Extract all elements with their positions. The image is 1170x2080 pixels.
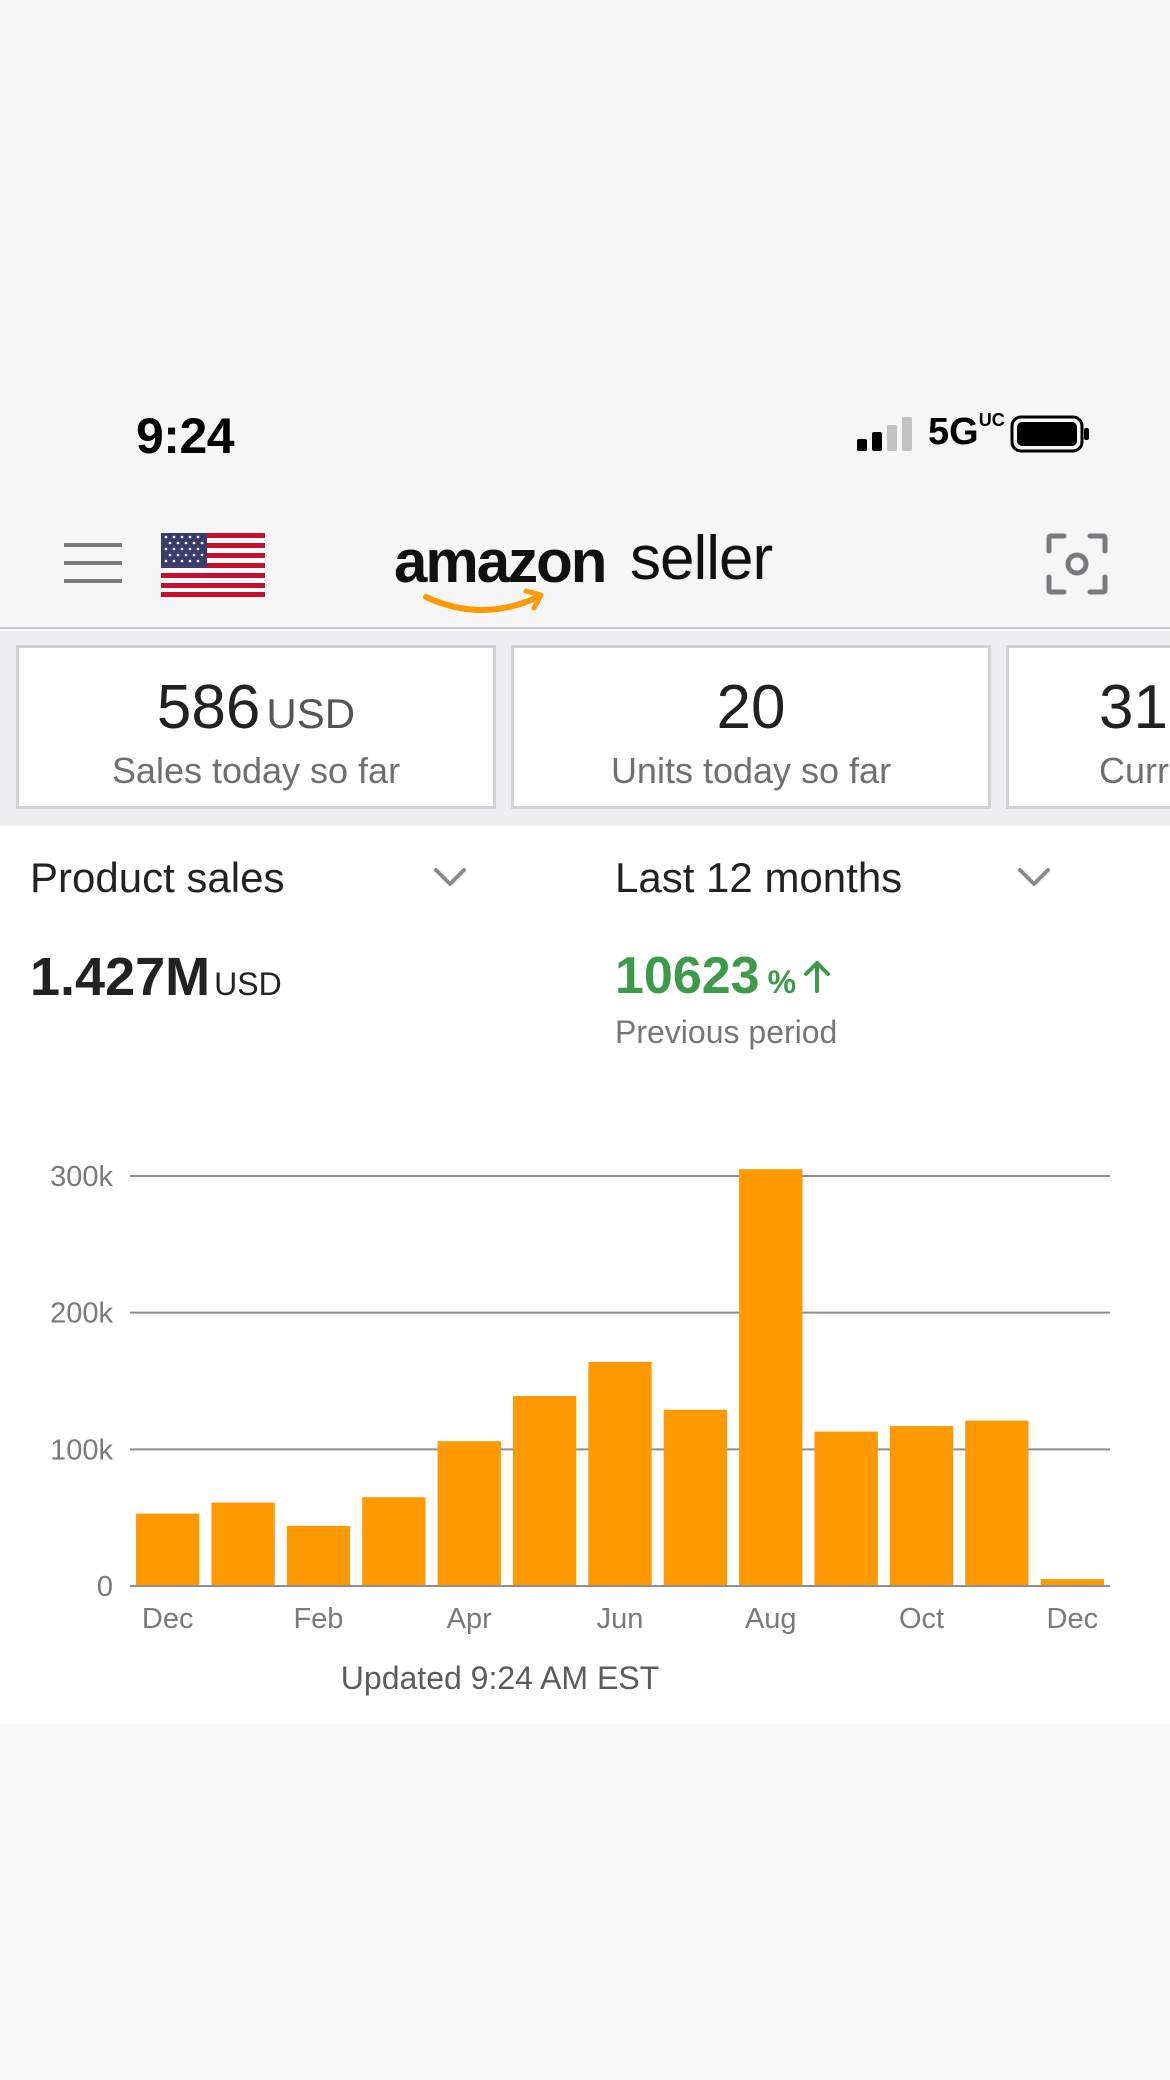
y-tick-label: 200k (50, 1298, 113, 1330)
x-tick-label: Apr (447, 1603, 492, 1635)
sales-today-value: 586 USD (156, 673, 356, 742)
status-time: 9:24 (136, 408, 235, 464)
x-tick-label: Feb (293, 1603, 343, 1635)
bar-nov-11[interactable] (965, 1420, 1029, 1586)
sales-panel: Product sales Last 12 months 1.427M USD 1… (0, 826, 1170, 1724)
x-tick-label: Jun (597, 1603, 644, 1635)
product-sales-value: 1.427M USD (30, 947, 282, 1007)
signal-icon (857, 417, 912, 451)
chevron-down-icon[interactable] (433, 866, 467, 888)
network-indicator: 5GUC (928, 410, 1005, 453)
bar-sep-9[interactable] (814, 1431, 878, 1586)
current-balance-value: 31. (1099, 673, 1170, 742)
sales-bar-chart: 0 100k 200k 300k Dec Feb Apr Jun Aug Oct Dec (50, 1161, 1110, 1635)
sales-today-label: Sales today so far (111, 750, 401, 791)
previous-period-label: Previous period (615, 1014, 838, 1050)
sales-today-unit: USD (266, 690, 356, 737)
us-flag-icon[interactable] (161, 533, 265, 597)
chevron-down-icon[interactable] (1017, 866, 1051, 888)
metric-dropdown[interactable]: Product sales (30, 854, 285, 901)
change-percent: 10623% (615, 946, 832, 1006)
bar-oct-10[interactable] (889, 1426, 954, 1586)
bar-jun-6[interactable] (588, 1361, 652, 1586)
change-percent-unit: % (767, 964, 797, 1000)
period-dropdown[interactable]: Last 12 months (615, 854, 903, 901)
x-tick-label: Dec (1047, 1603, 1099, 1635)
bar-apr-4[interactable] (437, 1441, 501, 1586)
kpi-cards-row: 586 USD Sales today so far 20 Units today… (0, 631, 1170, 826)
y-tick-label: 100k (50, 1434, 113, 1466)
y-tick-label: 300k (50, 1161, 113, 1193)
x-tick-label: Oct (899, 1603, 944, 1635)
bar-dec-0[interactable] (136, 1513, 200, 1586)
logo-suffix-text: seller (630, 524, 773, 593)
scan-camera-icon[interactable] (1046, 533, 1108, 595)
x-tick-label: Dec (142, 1603, 194, 1635)
sales-today-card[interactable]: 586 USD Sales today so far (16, 645, 496, 809)
units-today-value: 20 (716, 673, 786, 742)
battery-icon (1010, 415, 1089, 453)
arrow-up-icon (804, 961, 831, 993)
y-tick-label: 0 (97, 1571, 113, 1603)
bar-feb-2[interactable] (286, 1525, 351, 1586)
network-sup: UC (978, 410, 1005, 431)
hamburger-menu-icon[interactable] (64, 541, 122, 585)
x-tick-label: Aug (745, 1603, 797, 1635)
logo-brand-text: amazon (394, 528, 605, 595)
units-today-card[interactable]: 20 Units today so far (511, 645, 991, 809)
bar-aug-8[interactable] (739, 1169, 803, 1586)
amazon-seller-logo: amazon seller (394, 524, 774, 613)
bar-may-5[interactable] (512, 1396, 577, 1586)
current-balance-label: Curr (1099, 750, 1169, 791)
current-balance-card[interactable]: 31. Curr (1006, 645, 1170, 809)
bar-jul-7[interactable] (663, 1409, 728, 1586)
status-bar: 9:24 5GUC (0, 355, 1170, 505)
app-header: amazon seller (0, 505, 1170, 629)
bar-mar-3[interactable] (362, 1497, 426, 1586)
bar-jan-1[interactable] (211, 1502, 275, 1586)
units-today-label: Units today so far (610, 750, 892, 791)
updated-timestamp: Updated 9:24 AM EST (340, 1660, 660, 1696)
product-sales-unit: USD (214, 966, 282, 1002)
bar-dec-12[interactable] (1040, 1579, 1104, 1586)
top-blank-area (0, 0, 1170, 355)
